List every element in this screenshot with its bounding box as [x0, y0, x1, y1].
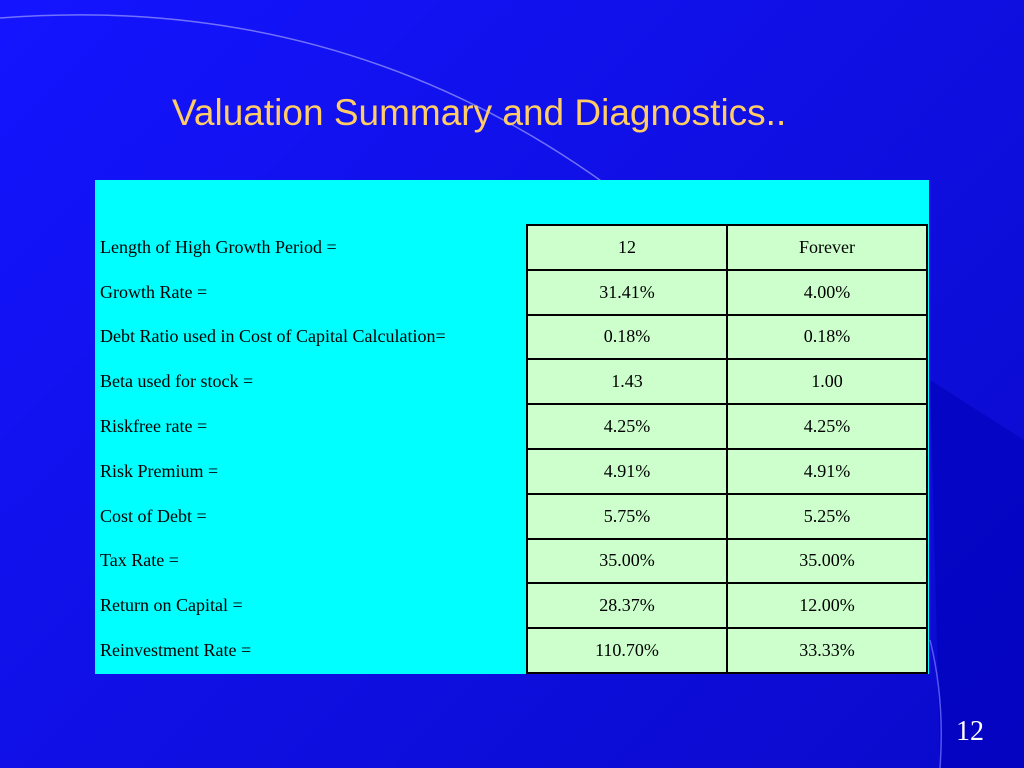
row-label: Tax Rate =: [100, 550, 179, 571]
valuation-table-panel: Length of High Growth Period = 12 Foreve…: [95, 180, 929, 674]
stable-growth-value: Forever: [726, 224, 928, 271]
stable-growth-value: 4.25%: [726, 403, 928, 450]
valuation-table: Length of High Growth Period = 12 Foreve…: [95, 224, 928, 674]
row-label: Debt Ratio used in Cost of Capital Calcu…: [100, 326, 446, 347]
high-growth-value: 31.41%: [526, 268, 727, 316]
high-growth-value: 0.18%: [526, 313, 727, 361]
high-growth-value: 1.43: [526, 358, 727, 406]
row-label: Reinvestment Rate =: [100, 640, 252, 661]
stable-growth-value: 33.33%: [726, 627, 928, 674]
slide-number: 12: [956, 716, 984, 747]
table-row: Reinvestment Rate = 110.70% 33.33%: [95, 627, 928, 674]
high-growth-value: 110.70%: [526, 627, 727, 674]
stable-growth-value: 4.91%: [726, 447, 928, 495]
stable-growth-value: 4.00%: [726, 268, 928, 316]
table-row: Return on Capital = 28.37% 12.00%: [95, 582, 928, 630]
table-row: Beta used for stock = 1.43 1.00: [95, 358, 928, 406]
table-row: Riskfree rate = 4.25% 4.25%: [95, 403, 928, 450]
stable-growth-value: 12.00%: [726, 582, 928, 630]
stable-growth-value: 0.18%: [726, 313, 928, 361]
row-label: Growth Rate =: [100, 281, 208, 302]
table-row: Tax Rate = 35.00% 35.00%: [95, 537, 928, 585]
high-growth-value: 28.37%: [526, 582, 727, 630]
table-row: Risk Premium = 4.91% 4.91%: [95, 447, 928, 495]
table-row: Length of High Growth Period = 12 Foreve…: [95, 224, 928, 271]
stable-growth-value: 35.00%: [726, 537, 928, 585]
table-row: Growth Rate = 31.41% 4.00%: [95, 268, 928, 316]
row-label: Risk Premium =: [100, 460, 219, 481]
high-growth-value: 4.25%: [526, 403, 727, 450]
high-growth-value: 4.91%: [526, 447, 727, 495]
row-label: Length of High Growth Period =: [100, 236, 337, 257]
row-label: Beta used for stock =: [100, 371, 254, 392]
row-label: Return on Capital =: [100, 595, 243, 616]
high-growth-value: 35.00%: [526, 537, 727, 585]
high-growth-value: 12: [526, 224, 727, 271]
high-growth-value: 5.75%: [526, 492, 727, 540]
table-row: Debt Ratio used in Cost of Capital Calcu…: [95, 313, 928, 361]
stable-growth-value: 5.25%: [726, 492, 928, 540]
table-row: Cost of Debt = 5.75% 5.25%: [95, 492, 928, 540]
slide-title: Valuation Summary and Diagnostics..: [172, 92, 787, 133]
row-label: Riskfree rate =: [100, 416, 208, 437]
stable-growth-value: 1.00: [726, 358, 928, 406]
row-label: Cost of Debt =: [100, 505, 207, 526]
